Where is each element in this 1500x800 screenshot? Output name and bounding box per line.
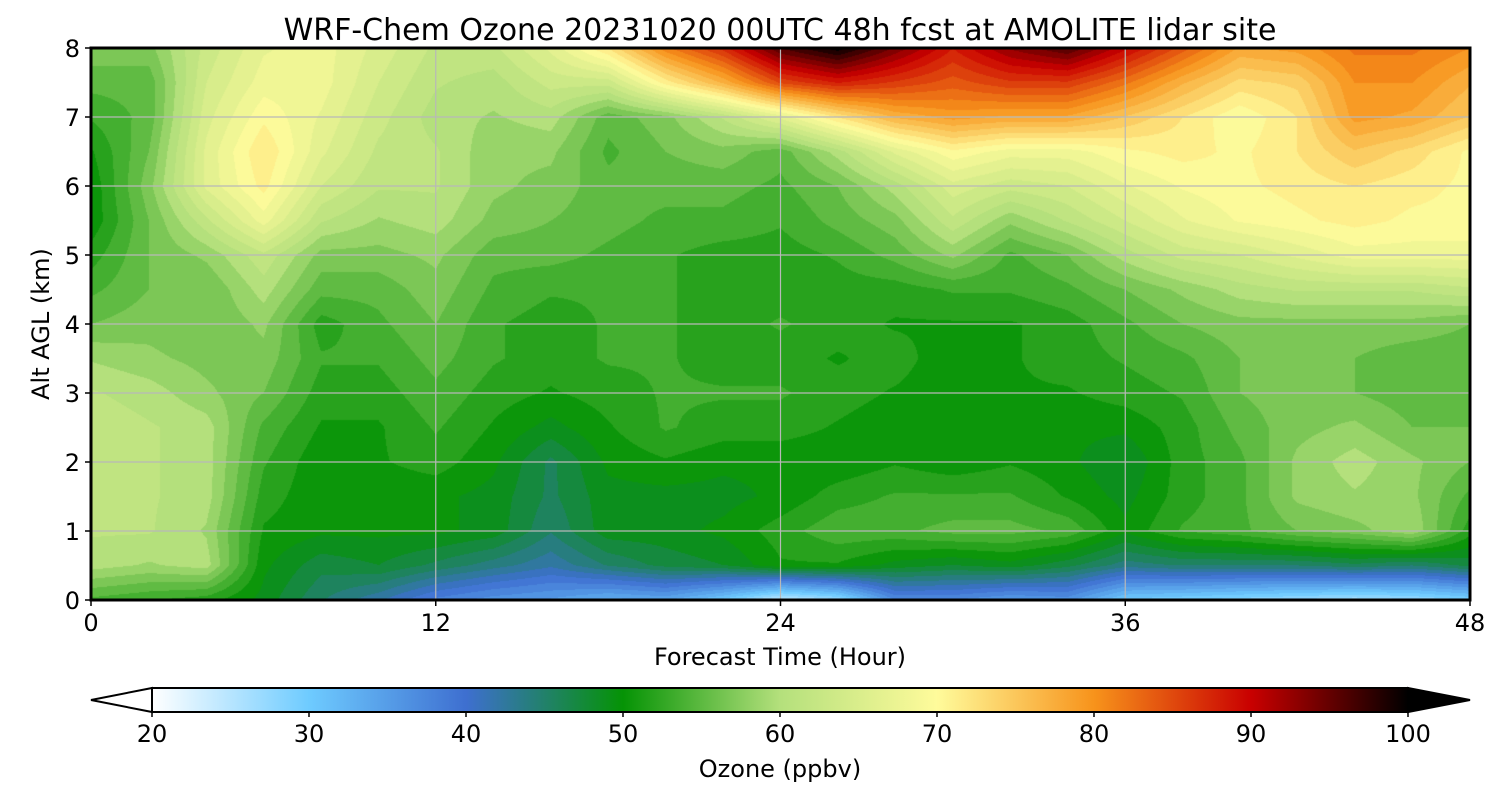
colorbar-tick-label: 90 (1236, 720, 1267, 748)
y-tick-label: 0 (65, 587, 80, 615)
colorbar-label: Ozone (ppbv) (699, 755, 861, 783)
y-axis-label: Alt AGL (km) (27, 248, 55, 400)
colorbar-tick-label: 20 (137, 720, 168, 748)
x-tick-label: 24 (765, 609, 796, 637)
y-tick-label: 3 (65, 380, 80, 408)
y-tick-label: 4 (65, 311, 80, 339)
x-axis-label: Forecast Time (Hour) (654, 643, 906, 671)
y-axis-ticks: 0 1 2 3 4 5 6 7 8 (65, 35, 91, 615)
colorbar: 20 30 40 50 60 70 80 90 100 Ozone (ppbv) (90, 686, 1471, 783)
colorbar-tick-label: 80 (1079, 720, 1110, 748)
colorbar-tick-label: 70 (922, 720, 953, 748)
ozone-contour-field (91, 48, 1470, 600)
y-tick-label: 2 (65, 449, 80, 477)
x-tick-label: 12 (420, 609, 451, 637)
colorbar-tick-label: 60 (765, 720, 796, 748)
x-axis-ticks: 0 12 24 36 48 (83, 600, 1485, 637)
y-tick-label: 8 (65, 35, 80, 63)
x-tick-label: 48 (1455, 609, 1486, 637)
colorbar-tick-label: 50 (608, 720, 639, 748)
colorbar-ticks: 20 30 40 50 60 70 80 90 100 (137, 712, 1431, 748)
colorbar-fill (152, 688, 1408, 712)
colorbar-tick-label: 40 (451, 720, 482, 748)
plot-area (91, 48, 1470, 600)
y-tick-label: 7 (65, 104, 80, 132)
x-tick-label: 36 (1110, 609, 1141, 637)
y-tick-label: 6 (65, 173, 80, 201)
x-tick-label: 0 (83, 609, 98, 637)
y-tick-label: 5 (65, 242, 80, 270)
colorbar-tick-label: 100 (1385, 720, 1431, 748)
y-tick-label: 1 (65, 518, 80, 546)
colorbar-left-extension (90, 686, 153, 714)
colorbar-tick-label: 30 (294, 720, 325, 748)
colorbar-frame (151, 687, 1409, 713)
chart-title: WRF-Chem Ozone 20231020 00UTC 48h fcst a… (284, 13, 1277, 48)
colorbar-right-extension (1407, 686, 1471, 714)
